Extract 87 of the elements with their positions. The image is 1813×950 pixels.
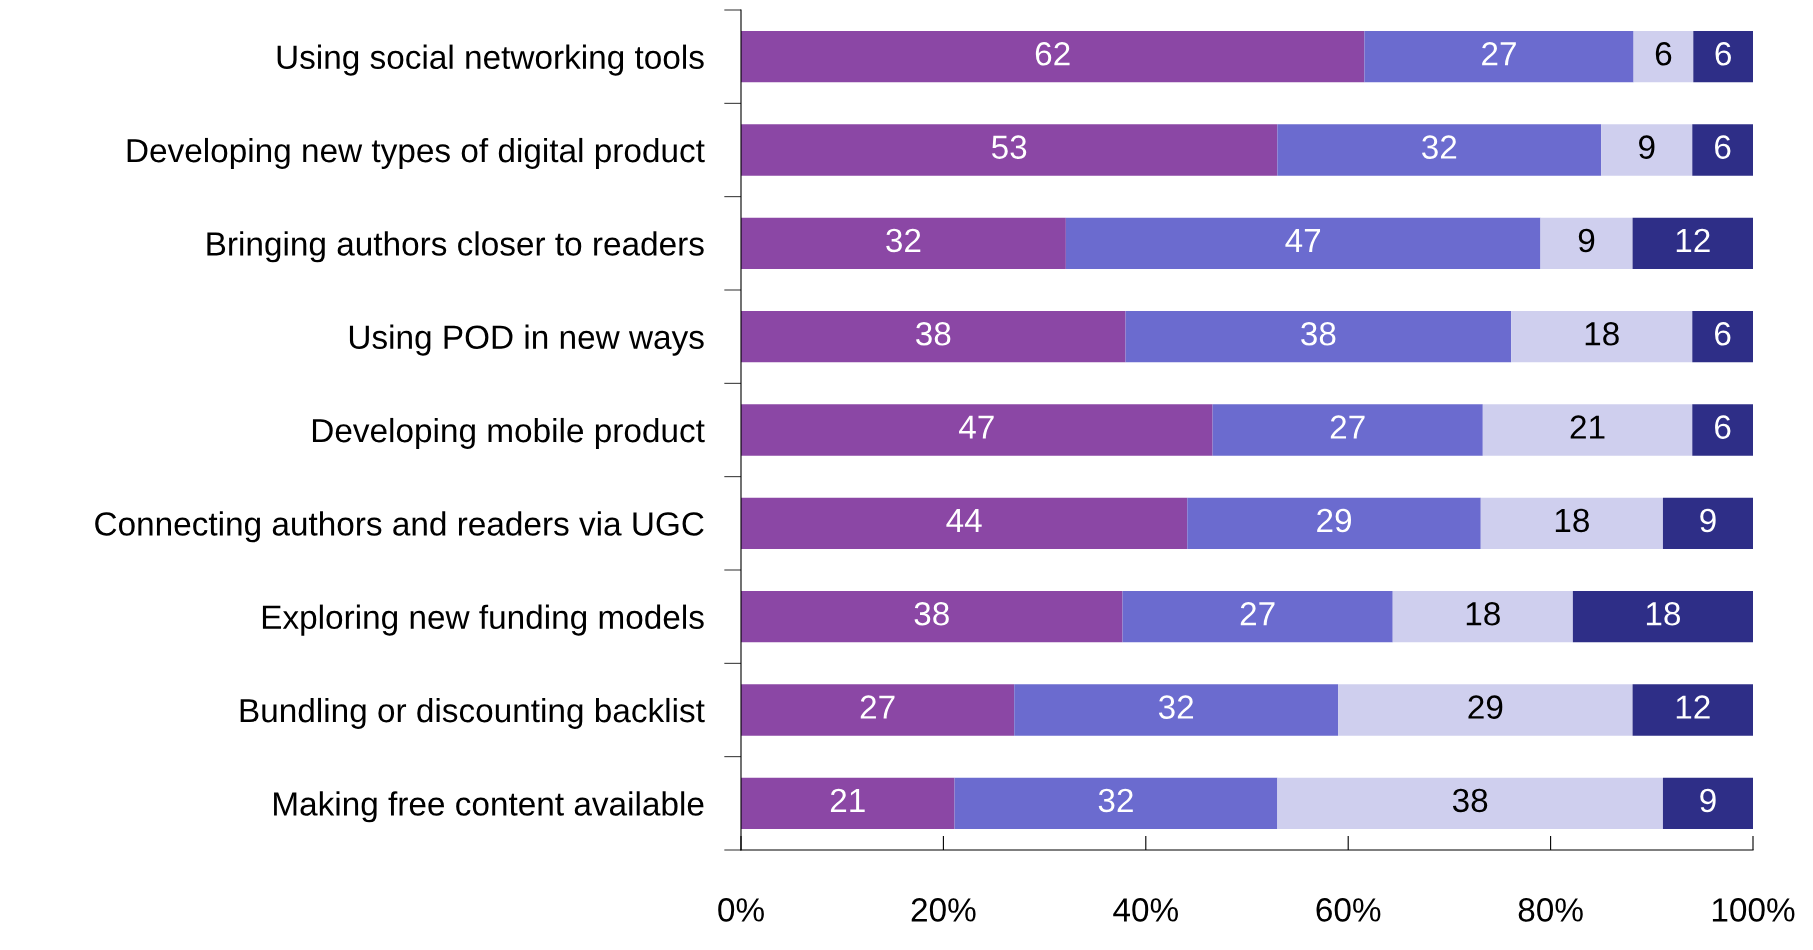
y-tick-label: Bundling or discounting backlist [240, 697, 705, 729]
y-tick-label: Developing mobile product [312, 417, 705, 449]
data-label: 38 [916, 322, 951, 346]
bar [1692, 404, 1753, 456]
data-label: 6 [1715, 322, 1731, 346]
data-label: 29 [1468, 695, 1503, 719]
bar [1392, 591, 1573, 643]
bar [1364, 31, 1634, 83]
bar [1338, 684, 1633, 736]
data-label: 47 [959, 415, 994, 439]
data-label: 18 [1555, 508, 1589, 533]
bar [1065, 217, 1541, 269]
data-label: 21 [1570, 415, 1605, 439]
y-tick-label: Connecting authors and readers via UGC [95, 511, 704, 543]
bar [1277, 124, 1602, 176]
data-label: 47 [1285, 229, 1321, 252]
y-tick-label: Developing new types of digital product [127, 137, 705, 169]
bar [1212, 404, 1483, 456]
data-label: 9 [1700, 508, 1716, 533]
data-label: 62 [1035, 42, 1070, 66]
data-label: 21 [830, 788, 865, 812]
bar [741, 311, 1126, 363]
bar [1572, 591, 1753, 643]
data-label: 32 [1098, 788, 1133, 813]
bar [741, 497, 1188, 549]
data-label: 6 [1715, 42, 1731, 66]
x-tick-label: 60% [1316, 898, 1381, 922]
data-label: 6 [1715, 415, 1731, 439]
y-tick-label: Exploring new funding models [262, 604, 704, 636]
x-tick-label: 40% [1113, 898, 1178, 922]
bar [1632, 684, 1753, 736]
data-label: 32 [1158, 695, 1194, 719]
bar [1122, 591, 1393, 643]
y-tick-label: Using social networking tools [277, 44, 704, 76]
data-label: 18 [1585, 322, 1619, 346]
x-tick-label: 80% [1518, 898, 1583, 922]
bar [954, 777, 1278, 829]
data-label: 27 [860, 695, 895, 719]
data-label: 18 [1646, 602, 1681, 626]
data-label: 44 [946, 509, 982, 532]
y-tick-label: Bringing authors closer to readers [207, 231, 704, 263]
bar [1482, 404, 1693, 456]
bar [1692, 311, 1753, 363]
bar [1511, 311, 1693, 363]
data-label: 9 [1700, 788, 1716, 813]
bar [741, 124, 1278, 176]
data-label: 38 [914, 602, 949, 626]
x-tick-label: 20% [911, 898, 976, 922]
data-label: 53 [991, 135, 1027, 159]
data-label: 38 [1452, 788, 1488, 813]
bar [1692, 124, 1753, 176]
bar [741, 31, 1365, 83]
data-label: 9 [1578, 228, 1595, 253]
bar [1014, 684, 1339, 736]
data-label: 32 [1422, 135, 1457, 159]
data-label: 27 [1240, 602, 1275, 626]
data-label: 27 [1482, 42, 1516, 66]
bar [1187, 497, 1481, 549]
x-tick-label: 100% [1712, 898, 1795, 922]
data-label: 12 [1676, 228, 1710, 252]
data-label: 9 [1639, 135, 1655, 159]
bar [1601, 124, 1693, 176]
bar [1277, 777, 1663, 829]
data-label: 6 [1655, 42, 1672, 66]
y-tick-label: Making free content available [274, 791, 704, 823]
data-label: 38 [1301, 322, 1336, 346]
bar [1632, 217, 1753, 269]
bar [1693, 31, 1753, 83]
data-label: 27 [1330, 415, 1365, 439]
bar [1125, 311, 1512, 363]
bar [741, 217, 1066, 269]
bar [741, 591, 1123, 643]
data-label: 12 [1676, 695, 1710, 719]
bar [741, 404, 1213, 456]
bar [1480, 497, 1663, 549]
bar [1540, 217, 1633, 269]
bar [741, 684, 1015, 736]
bar [1662, 497, 1753, 549]
bar [1662, 777, 1753, 829]
bar [1633, 31, 1694, 83]
y-tick-label: Using POD in new ways [349, 324, 704, 356]
data-label: 6 [1715, 135, 1731, 159]
data-label: 29 [1317, 508, 1351, 533]
data-label: 32 [886, 228, 921, 253]
data-label: 18 [1466, 602, 1500, 626]
x-tick-label: 0% [718, 898, 764, 922]
bar [741, 777, 955, 829]
